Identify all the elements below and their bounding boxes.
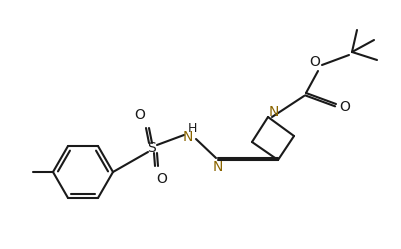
Text: O: O <box>340 100 350 114</box>
Text: O: O <box>135 108 146 122</box>
Text: S: S <box>148 141 156 155</box>
Text: N: N <box>269 105 279 119</box>
Text: O: O <box>156 172 168 186</box>
Text: O: O <box>310 55 320 69</box>
Text: H: H <box>187 122 196 134</box>
Text: N: N <box>213 160 223 174</box>
Text: N: N <box>183 130 193 144</box>
